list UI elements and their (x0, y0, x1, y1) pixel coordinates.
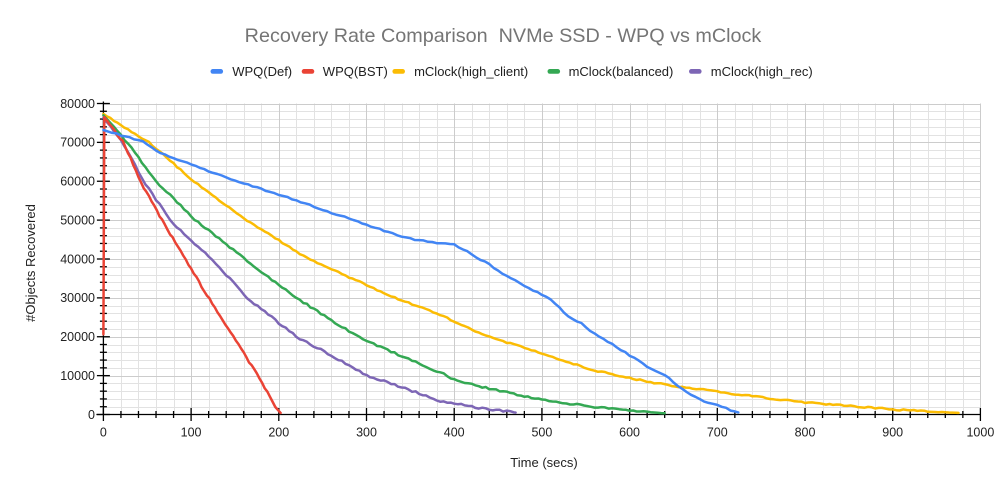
svg-text:WPQ(BST): WPQ(BST) (323, 64, 388, 79)
svg-text:60000: 60000 (60, 175, 95, 189)
svg-text:300: 300 (356, 426, 377, 440)
svg-text:100: 100 (181, 426, 202, 440)
svg-text:0: 0 (88, 408, 95, 422)
svg-text:500: 500 (531, 426, 552, 440)
svg-text:mClock(high_client): mClock(high_client) (414, 64, 528, 79)
svg-text:70000: 70000 (60, 136, 95, 150)
svg-text:600: 600 (619, 426, 640, 440)
svg-text:mClock(high_rec): mClock(high_rec) (711, 64, 813, 79)
svg-text:#Objects Recovered: #Objects Recovered (23, 204, 38, 322)
svg-text:900: 900 (882, 426, 903, 440)
svg-text:200: 200 (268, 426, 289, 440)
svg-text:30000: 30000 (60, 291, 95, 305)
svg-text:Recovery Rate Comparison NVMe: Recovery Rate Comparison NVMe SSD - WPQ … (245, 25, 762, 47)
svg-text:20000: 20000 (60, 330, 95, 344)
svg-text:Time (secs): Time (secs) (510, 455, 577, 470)
svg-text:800: 800 (795, 426, 816, 440)
svg-text:mClock(balanced): mClock(balanced) (569, 64, 674, 79)
svg-text:1000: 1000 (966, 426, 994, 440)
svg-text:0: 0 (100, 426, 107, 440)
svg-text:50000: 50000 (60, 213, 95, 227)
svg-text:80000: 80000 (60, 97, 95, 111)
svg-text:10000: 10000 (60, 369, 95, 383)
svg-text:WPQ(Def): WPQ(Def) (232, 64, 292, 79)
svg-text:700: 700 (707, 426, 728, 440)
svg-text:400: 400 (444, 426, 465, 440)
svg-text:40000: 40000 (60, 252, 95, 266)
